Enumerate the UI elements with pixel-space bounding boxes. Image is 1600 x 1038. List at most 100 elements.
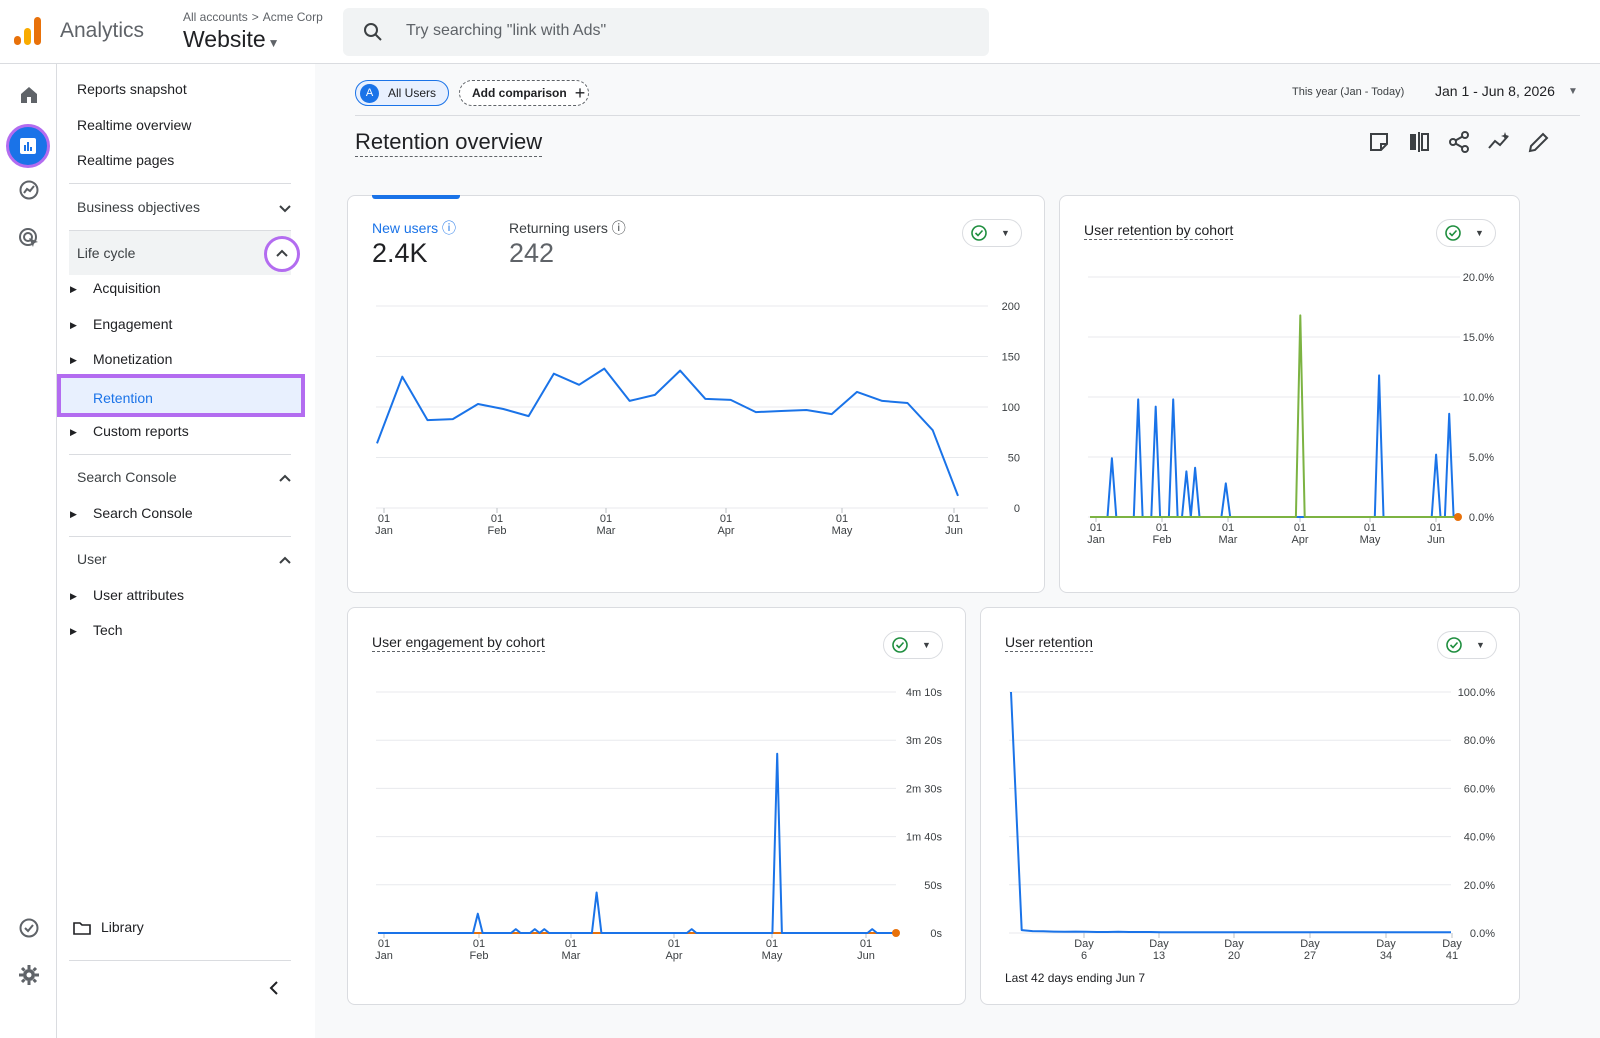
retention-cohort-title[interactable]: User retention by cohort <box>1084 222 1234 240</box>
y-tick-label: 10.0% <box>1463 392 1494 404</box>
quality-badge[interactable]: ▼ <box>1436 219 1496 247</box>
report-navigation: Reports snapshot Realtime overview Realt… <box>57 64 315 1038</box>
nav-life-cycle[interactable]: Life cycle <box>77 245 136 261</box>
quality-badge[interactable]: ▼ <box>1437 631 1497 659</box>
divider <box>355 115 1580 116</box>
all-users-chip[interactable]: A All Users <box>355 80 449 106</box>
nav-tech[interactable]: Tech <box>93 622 123 638</box>
nav-realtime-pages[interactable]: Realtime pages <box>77 152 175 168</box>
search-icon <box>364 23 382 41</box>
x-tick-label: Day <box>1300 938 1320 950</box>
x-tick-label: 01 <box>491 513 503 525</box>
settings-gear-icon[interactable] <box>14 960 44 990</box>
breadcrumb-root[interactable]: All accounts <box>183 10 248 24</box>
quality-badge[interactable]: ▼ <box>883 631 943 659</box>
chevron-up-icon[interactable] <box>277 552 293 568</box>
nav-realtime-overview[interactable]: Realtime overview <box>77 117 192 133</box>
home-icon[interactable] <box>14 80 44 110</box>
life-cycle-collapse-button[interactable] <box>264 236 300 272</box>
folder-icon <box>73 922 91 935</box>
engagement-cohort-card: User engagement by cohort ▼ 4m 10s 3m 20s… <box>347 607 966 1005</box>
segment-avatar: A <box>360 83 379 103</box>
search-placeholder[interactable]: Try searching "link with Ads" <box>406 22 607 39</box>
y-tick-label: 50s <box>924 880 942 892</box>
caret-down-icon: ▼ <box>1476 640 1485 650</box>
search-bar[interactable]: Try searching "link with Ads" <box>343 8 989 56</box>
users-card: New users ⓘ 2.4K Returning users ⓘ 242 ▼… <box>347 195 1045 593</box>
page-title: Retention overview <box>355 129 543 157</box>
admin-check-icon[interactable] <box>14 913 44 943</box>
help-icon[interactable]: ⓘ <box>442 220 457 236</box>
x-tick-label: 01 <box>378 513 390 525</box>
chevron-down-icon[interactable] <box>277 201 293 217</box>
nav-user-section[interactable]: User <box>77 551 107 567</box>
nav-engagement[interactable]: Engagement <box>93 316 173 332</box>
quality-badge[interactable]: ▼ <box>962 219 1022 247</box>
collapse-nav-icon[interactable] <box>267 980 281 996</box>
chevron-up-icon <box>276 249 288 257</box>
date-range-label[interactable]: This year (Jan - Today) <box>1292 86 1405 98</box>
help-icon[interactable]: ⓘ <box>611 220 626 236</box>
user-retention-chart: 100.0%80.0%60.0%40.0%20.0%0.0%Day6Day13D… <box>1009 687 1495 962</box>
explore-icon[interactable] <box>14 175 44 205</box>
x-tick-label: Apr <box>717 525 734 537</box>
new-users-label[interactable]: New users ⓘ <box>372 220 457 236</box>
expand-arrow-icon: ▶ <box>70 355 77 365</box>
reports-icon[interactable] <box>6 124 50 168</box>
nav-monetization[interactable]: Monetization <box>93 351 173 367</box>
nav-acquisition[interactable]: Acquisition <box>93 280 161 296</box>
x-tick-label: 27 <box>1304 950 1316 962</box>
x-tick-label: Jan <box>375 950 393 962</box>
y-tick-label: 20.0% <box>1464 880 1495 892</box>
x-tick-label: Mar <box>562 950 581 962</box>
x-tick-label: May <box>1360 534 1381 546</box>
x-tick-label: 01 <box>1222 522 1234 534</box>
share-icon[interactable] <box>1447 130 1471 154</box>
nav-business-objectives[interactable]: Business objectives <box>77 199 200 215</box>
account-breadcrumb[interactable]: All accounts > Acme Corp <box>183 10 323 24</box>
advertising-icon[interactable] <box>14 223 44 253</box>
y-tick-label: 80.0% <box>1464 735 1495 747</box>
chevron-up-icon[interactable] <box>277 470 293 486</box>
nav-search-console[interactable]: Search Console <box>93 505 193 521</box>
returning-users-label[interactable]: Returning users ⓘ <box>509 220 626 236</box>
y-tick-label: 150 <box>1002 352 1020 364</box>
check-circle-icon <box>1446 637 1462 653</box>
nav-divider <box>69 960 291 961</box>
y-tick-label: 50 <box>1008 453 1020 465</box>
edit-pencil-icon[interactable] <box>1527 130 1551 154</box>
plus-icon: + <box>574 82 586 103</box>
expand-arrow-icon: ▶ <box>70 427 77 437</box>
nav-user-attributes[interactable]: User attributes <box>93 587 185 603</box>
y-tick-label: 4m 10s <box>906 687 943 699</box>
all-users-label[interactable]: All Users <box>388 86 437 100</box>
nav-retention-highlight[interactable] <box>57 374 305 417</box>
y-tick-label: 60.0% <box>1464 783 1495 795</box>
x-tick-label: 01 <box>668 938 680 950</box>
property-name[interactable]: Website <box>183 26 266 52</box>
insights-icon[interactable] <box>1487 130 1511 154</box>
top-bar: Analytics All accounts > Acme Corp Website… <box>0 0 1600 64</box>
add-comparison-button[interactable]: Add comparison + <box>459 80 589 106</box>
note-icon[interactable] <box>1367 130 1391 154</box>
breadcrumb-account[interactable]: Acme Corp <box>262 10 323 24</box>
caret-down-icon[interactable]: ▼ <box>1568 86 1578 97</box>
add-comparison-label[interactable]: Add comparison <box>472 86 567 100</box>
date-range-value[interactable]: Jan 1 - Jun 8, 2026 <box>1435 83 1555 99</box>
y-tick-label: 20.0% <box>1463 272 1494 284</box>
engagement-cohort-title[interactable]: User engagement by cohort <box>372 634 545 652</box>
nav-reports-snapshot[interactable]: Reports snapshot <box>77 81 187 97</box>
nav-library[interactable]: Library <box>101 919 144 935</box>
x-tick-label: 41 <box>1446 950 1458 962</box>
nav-retention[interactable]: Retention <box>93 390 153 406</box>
cohort-green-line <box>1090 314 1458 518</box>
x-tick-label: 20 <box>1228 950 1240 962</box>
compare-icon[interactable] <box>1407 130 1431 154</box>
lifecycle-row[interactable] <box>69 231 291 275</box>
property-selector[interactable]: Website ▼ <box>183 26 280 53</box>
user-retention-title[interactable]: User retention <box>1005 634 1093 652</box>
today-marker <box>1454 513 1462 521</box>
nav-search-console-section[interactable]: Search Console <box>77 469 177 485</box>
x-tick-label: May <box>762 950 783 962</box>
nav-custom-reports[interactable]: Custom reports <box>93 423 189 439</box>
